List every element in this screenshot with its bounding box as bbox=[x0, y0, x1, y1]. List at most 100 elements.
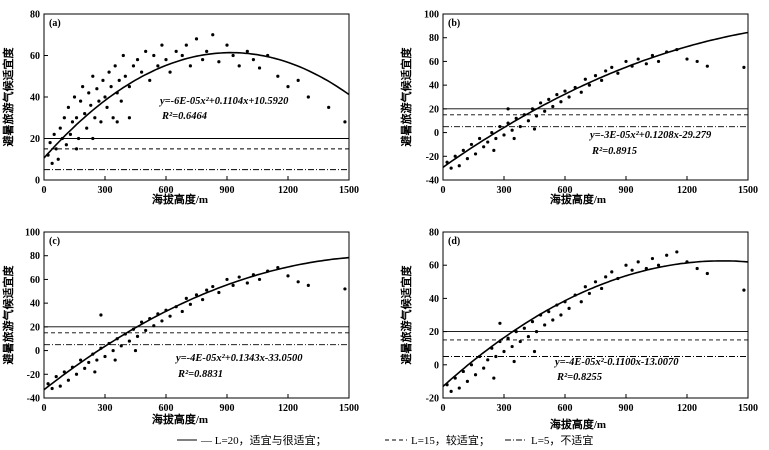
y-tick-label: 60 bbox=[30, 51, 40, 62]
data-point bbox=[665, 253, 669, 257]
data-point bbox=[327, 105, 331, 109]
fit-r2: R²=0.6464 bbox=[161, 111, 207, 122]
data-point bbox=[79, 358, 83, 362]
y-tick-label: -20 bbox=[426, 394, 439, 405]
data-point bbox=[469, 363, 474, 367]
data-point bbox=[257, 66, 262, 70]
data-point bbox=[180, 309, 184, 314]
fit-curve bbox=[43, 256, 350, 391]
x-tick-label: 300 bbox=[497, 403, 512, 414]
data-point bbox=[76, 136, 81, 141]
data-point bbox=[482, 366, 486, 370]
data-point bbox=[103, 95, 107, 99]
data-point bbox=[492, 148, 496, 152]
y-tick-label: 40 bbox=[30, 93, 40, 104]
data-point bbox=[188, 64, 192, 68]
legend-dashed-label: L=15，较适宜； bbox=[411, 435, 490, 447]
data-point bbox=[131, 64, 136, 68]
data-point bbox=[140, 320, 144, 324]
data-point bbox=[532, 127, 537, 131]
data-point bbox=[610, 65, 614, 69]
fit-equation: y=-6E-05x²+0.1104x+10.5920 bbox=[158, 96, 289, 107]
data-point bbox=[105, 105, 109, 109]
panel-a: 0 300 600 900 1200 1500 0 20 40 60 80 y=-6E-05x²+0.… bbox=[1, 10, 359, 207]
x-tick-label: 1200 bbox=[278, 403, 298, 414]
data-point bbox=[534, 330, 539, 334]
fit-equation: y=-4E-05x²+0.1343x-33.0500 bbox=[174, 353, 303, 364]
x-tick-label: 300 bbox=[98, 403, 113, 414]
y-tick-label: 60 bbox=[30, 275, 40, 286]
panel-c: 0 300 600 900 1200 1500 -40 -20 0 20 40 60 80 100 y=-4… bbox=[1, 228, 359, 427]
data-point bbox=[113, 64, 117, 68]
data-point bbox=[127, 116, 131, 120]
data-point bbox=[93, 370, 97, 374]
data-point bbox=[115, 120, 119, 124]
data-point bbox=[510, 344, 514, 349]
x-axis-label: 海拔高度/m bbox=[152, 192, 208, 206]
data-point bbox=[109, 85, 113, 89]
y-tick-label: 20 bbox=[30, 322, 40, 333]
data-point bbox=[121, 53, 125, 58]
data-point bbox=[188, 302, 192, 306]
data-point bbox=[144, 328, 148, 333]
data-point bbox=[343, 120, 347, 124]
data-point bbox=[579, 300, 583, 304]
data-point bbox=[695, 59, 699, 64]
data-point bbox=[510, 128, 514, 132]
x-tick-label: 600 bbox=[159, 403, 174, 414]
data-point bbox=[512, 359, 516, 364]
data-point bbox=[231, 53, 235, 58]
data-point bbox=[72, 95, 77, 99]
y-tick-label: 60 bbox=[429, 261, 439, 272]
fit-r2: R²=0.8831 bbox=[177, 369, 223, 380]
data-point bbox=[99, 120, 103, 124]
data-point bbox=[89, 103, 93, 107]
fit-r2: R²=0.8915 bbox=[591, 146, 637, 157]
data-point bbox=[160, 319, 164, 323]
data-point bbox=[64, 143, 68, 147]
data-point bbox=[74, 372, 79, 376]
data-point bbox=[180, 53, 184, 58]
data-point bbox=[58, 126, 62, 130]
data-point bbox=[62, 370, 66, 374]
data-point bbox=[547, 97, 551, 101]
data-point bbox=[123, 74, 127, 78]
data-point bbox=[449, 389, 453, 393]
data-point bbox=[184, 43, 188, 47]
data-point bbox=[251, 58, 256, 62]
y-tick-label: 0 bbox=[35, 346, 40, 357]
fit-curve bbox=[43, 51, 350, 159]
data-point bbox=[600, 286, 604, 291]
data-point bbox=[111, 348, 115, 353]
data-point bbox=[56, 157, 60, 161]
data-point bbox=[559, 313, 563, 317]
data-point bbox=[555, 93, 559, 97]
data-point bbox=[547, 310, 551, 314]
data-point bbox=[593, 280, 598, 284]
data-point bbox=[593, 74, 598, 78]
data-point bbox=[74, 116, 79, 120]
y-tick-label: 60 bbox=[429, 57, 439, 68]
data-point bbox=[512, 136, 516, 141]
data-point bbox=[66, 105, 70, 109]
data-point bbox=[506, 336, 510, 340]
data-point bbox=[127, 85, 131, 89]
data-point bbox=[518, 125, 522, 129]
data-point bbox=[473, 373, 478, 377]
data-point bbox=[95, 358, 99, 362]
x-tick-label: 900 bbox=[619, 185, 634, 196]
y-tick-label: 80 bbox=[30, 251, 40, 262]
data-point bbox=[148, 78, 152, 82]
y-tick-label: 40 bbox=[429, 294, 439, 305]
data-point bbox=[514, 330, 518, 334]
data-point bbox=[286, 274, 290, 278]
data-point bbox=[81, 85, 85, 89]
data-point bbox=[502, 349, 506, 354]
data-point bbox=[97, 99, 101, 103]
plot-frame bbox=[442, 231, 749, 399]
data-point bbox=[656, 263, 661, 267]
x-tick-label: 1500 bbox=[738, 403, 758, 414]
data-point bbox=[135, 334, 140, 338]
data-point bbox=[85, 126, 89, 130]
data-point bbox=[225, 43, 229, 47]
